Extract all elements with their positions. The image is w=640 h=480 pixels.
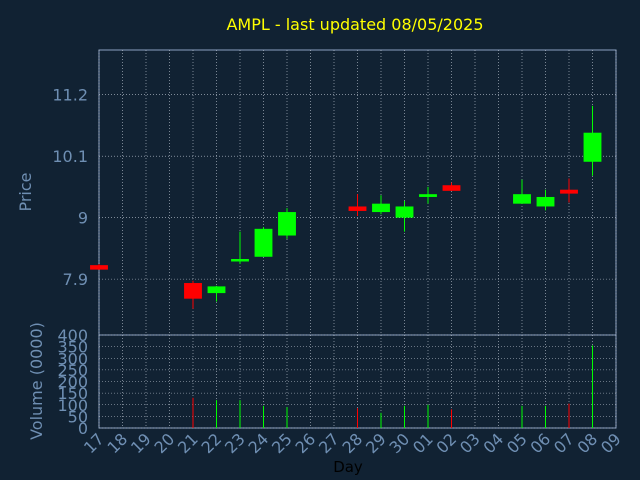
candle-body [536,196,555,207]
volume-tick-label: 300 [57,349,88,368]
price-gridlines [98,50,617,335]
volume-tick-label: 0 [78,419,88,438]
volume-tick-label: 250 [57,361,88,380]
price-tick-label: 11.2 [52,86,88,105]
volume-tick-label: 50 [68,407,88,426]
volume-tick-label: 100 [57,396,88,415]
price-panel: 7.9 9 10.1 11.2 Price [16,49,617,336]
candle-body [231,259,249,262]
candle-body [372,203,390,213]
volume-tick-label: 150 [57,384,88,403]
candle-body [583,132,602,162]
volume-bars [192,345,593,428]
price-tick-label: 10.1 [52,147,88,166]
volume-axis-label: Volume (0000) [27,322,46,440]
price-tick-label: 9 [78,209,88,228]
candle-body [278,212,296,236]
x-axis-ticks: 1718192021222324252627282930010203040506… [80,429,625,457]
volume-tick-label: 350 [57,338,88,357]
price-axis-label: Price [16,172,35,211]
price-y-ticks: 7.9 9 10.1 11.2 [52,86,88,289]
candle-body [513,194,531,204]
volume-tick-label: 200 [57,373,88,392]
candle-body [419,194,437,197]
candle-body [560,189,578,194]
candle-body [90,265,108,270]
candles [90,105,602,309]
price-tick-label: 7.9 [63,270,88,289]
candle-body [348,206,367,211]
chart-title: AMPL - last updated 08/05/2025 [226,15,483,34]
volume-tick-label: 400 [57,326,88,345]
x-tick-label: 09 [597,429,625,457]
candle-body [254,228,273,257]
candle-body [184,283,202,299]
x-axis-label: Day [333,458,363,476]
candle-body [395,206,414,218]
candle-body [207,286,226,294]
candle-body [442,185,461,191]
